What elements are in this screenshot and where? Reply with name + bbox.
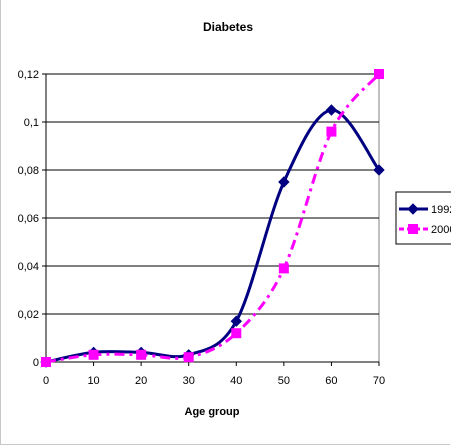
y-tick-label: 0,08: [18, 165, 39, 177]
y-tick-labels: 0 0,02 0,04 0,06 0,08 0,1 0,12: [18, 69, 39, 369]
data-point-2000: [88, 349, 99, 360]
series-group: [40, 69, 385, 368]
x-tick-label: 30: [183, 375, 195, 387]
y-tick-label: 0: [33, 357, 39, 369]
x-axis-label: Age group: [185, 406, 240, 418]
x-tick-label: 0: [43, 375, 49, 387]
legend-label-2000: 2000: [431, 224, 451, 236]
y-tick-label: 0,02: [18, 309, 39, 321]
legend-marker-2000: [408, 224, 418, 234]
data-point-1992: [373, 164, 385, 176]
x-tick-label: 20: [135, 375, 147, 387]
series-2000: [41, 69, 384, 367]
x-tick-label: 60: [325, 375, 337, 387]
y-tick-label: 0,06: [18, 213, 39, 225]
x-tick-label: 50: [278, 375, 290, 387]
x-tick-label: 70: [373, 375, 385, 387]
y-tick-label: 0,12: [18, 69, 39, 81]
data-point-2000: [183, 352, 194, 363]
chart-title: Diabetes: [203, 20, 253, 34]
y-tick-label: 0,1: [24, 117, 39, 129]
data-point-2000: [278, 263, 289, 274]
data-point-2000: [374, 69, 384, 79]
series-line-2000: [45, 73, 381, 364]
data-point-2000: [136, 349, 147, 360]
data-point-1992: [325, 104, 338, 116]
legend-box: [395, 191, 451, 245]
gridlines: [46, 73, 379, 315]
x-tick-labels: 0 10 20 30 40 50 60 70: [43, 375, 385, 387]
data-point-2000: [41, 357, 51, 367]
legend-marker-1992: [407, 203, 419, 215]
x-tick-label: 10: [87, 375, 99, 387]
data-point-2000: [231, 328, 242, 339]
data-point-2000: [326, 126, 337, 137]
data-point-1992: [230, 315, 242, 327]
data-point-1992: [278, 176, 290, 188]
y-tick-label: 0,04: [18, 261, 39, 273]
x-tick-label: 40: [230, 375, 242, 387]
